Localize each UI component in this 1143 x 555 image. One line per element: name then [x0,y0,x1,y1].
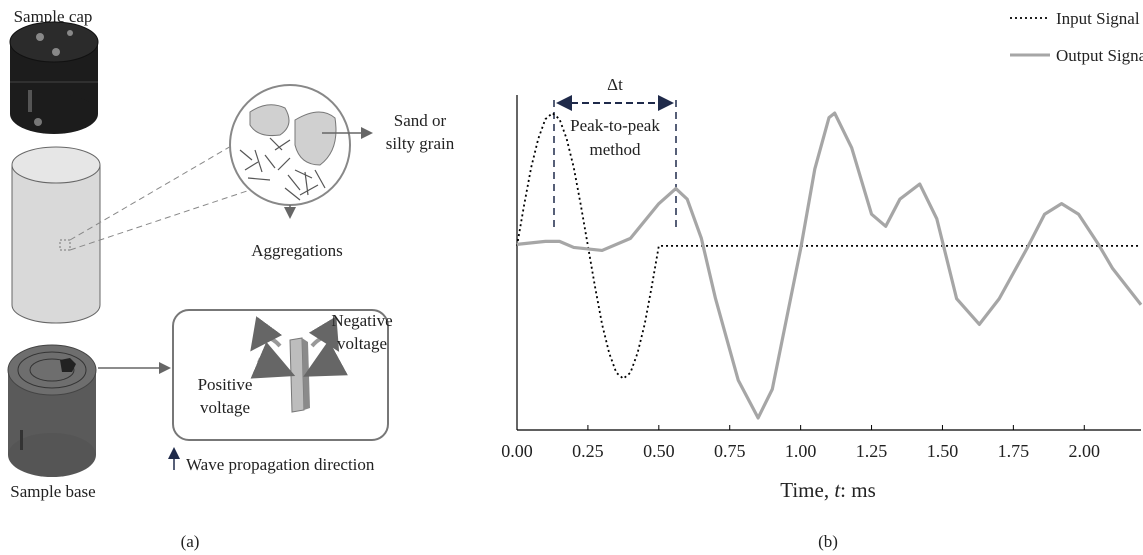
annotation: Δt [607,75,623,94]
sample-cap [9,21,99,134]
label: silty grain [386,134,455,153]
series-line [516,111,1143,420]
label: Positive [198,375,253,394]
label: Negative [331,311,392,330]
x-tick-label: 1.75 [998,441,1030,461]
x-tick-label: 0.75 [714,441,746,461]
legend-label: Output Signal [1056,46,1143,65]
annotation: method [590,140,641,159]
label: voltage [337,334,387,353]
x-axis-label: Time, t: ms [780,478,876,502]
x-tick-label: 0.00 [501,441,533,461]
sample-body [11,141,251,324]
panel-a: Sample cap [7,7,455,551]
x-label-part: : ms [840,478,876,502]
grain-zoom [229,84,373,219]
annotation: Peak-to-peak [570,116,660,135]
x-label-part: t [834,478,841,502]
x-tick-label: 2.00 [1069,441,1101,461]
x-tick-label: 1.50 [927,441,959,461]
x-label-part: Time, [780,478,834,502]
bender-box [172,309,389,441]
x-tick-label: 0.25 [572,441,604,461]
x-tick-label: 0.50 [643,441,675,461]
label: Sample base [10,482,95,501]
caption: (a) [181,532,200,551]
caption: (b) [818,532,838,551]
label: Wave propagation direction [186,455,375,474]
label: voltage [200,398,250,417]
x-tick-label: 1.00 [785,441,817,461]
label: Aggregations [251,241,343,260]
label: Sand or [394,111,447,130]
sample-base [7,344,171,477]
x-tick-label: 1.25 [856,441,888,461]
legend-label: Input Signal [1056,9,1140,28]
chart: Δt Peak-to-peak method Time, t: ms (b) 0… [501,9,1143,551]
label: Sample cap [14,7,93,26]
